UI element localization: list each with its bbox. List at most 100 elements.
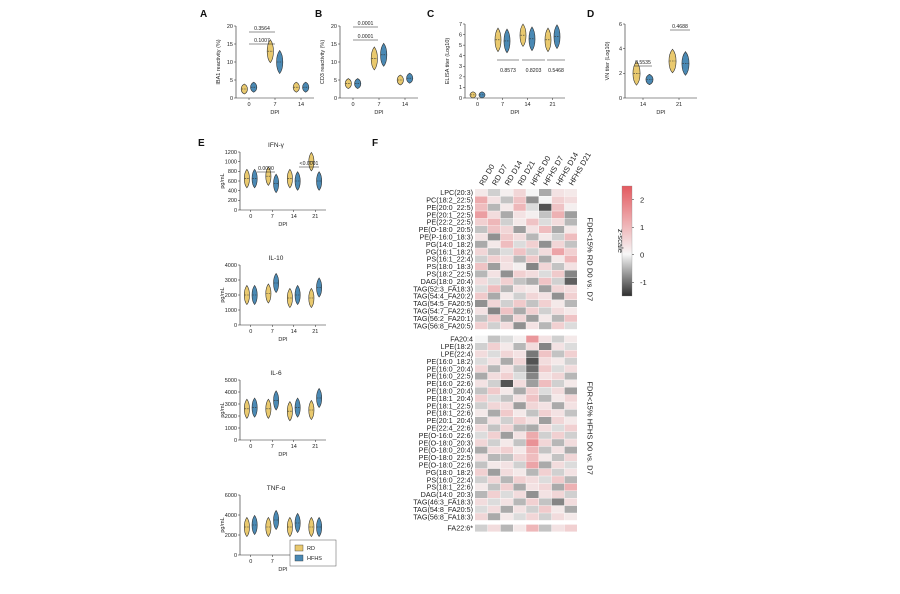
heatmap-cell (487, 483, 501, 491)
violin-rd (243, 516, 250, 538)
x-tick-label: 14 (298, 102, 304, 108)
heatmap-cell (551, 476, 565, 484)
heatmap-cell (487, 394, 501, 402)
y-axis-title: pg/mL (220, 517, 226, 532)
heatmap-cell (513, 468, 526, 476)
heatmap-cell (526, 446, 539, 454)
violin-rd (308, 287, 315, 309)
heatmap-cell (513, 335, 526, 343)
y-tick-label: 2000 (225, 293, 237, 299)
heatmap-cell (564, 446, 577, 454)
y-tick-label: 2 (619, 71, 622, 77)
heatmap-cell (539, 343, 552, 350)
heatmap-cell (475, 498, 488, 506)
y-axis-title: VN titer (Log10) (605, 41, 611, 80)
heatmap-cell (500, 409, 513, 417)
heatmap-cell (539, 505, 552, 513)
heatmap-cell (551, 446, 565, 454)
violin-hfhs (316, 171, 323, 191)
heatmap-cell (551, 277, 565, 285)
heatmap-cell (551, 211, 565, 219)
heatmap-cell (564, 350, 577, 358)
heatmap-cell (526, 270, 539, 278)
heatmap-cell (526, 248, 539, 256)
x-tick-label: 7 (501, 102, 504, 108)
heatmap-cell (513, 255, 526, 263)
lipid-row-label: PE(18:1_22:6) (427, 409, 473, 418)
x-tick-label: 21 (312, 214, 318, 220)
heatmap-cell (475, 357, 488, 365)
lipid-row-label: TAG(54:8_FA20:5) (413, 505, 473, 514)
heatmap-cell (500, 424, 513, 432)
heatmap-cell (487, 322, 501, 330)
y-tick-label: 15 (227, 42, 233, 48)
p-value: 0.0001 (358, 21, 374, 27)
heatmap-cell (475, 446, 488, 454)
heatmap-cell (487, 277, 501, 285)
heatmap-cell (475, 402, 488, 410)
heatmap-cell (475, 380, 488, 387)
heatmap-cell (539, 263, 552, 270)
violin-hfhs (273, 173, 280, 194)
heatmap-cell (539, 439, 552, 447)
heatmap-cell (539, 211, 552, 219)
heatmap-cell (475, 417, 488, 424)
heatmap-cell (513, 431, 526, 439)
lipid-row-label: PE(22:2_22:5) (427, 218, 473, 227)
heatmap-cell (526, 365, 539, 373)
heatmap-cell (487, 218, 501, 226)
cytokine-title: TNF-α (267, 485, 286, 492)
lipid-row-label: PS(18:0_18:3) (427, 262, 473, 271)
panel-label-a: A (200, 9, 207, 20)
y-tick-label: 7 (459, 22, 462, 28)
heatmap-cell (539, 277, 552, 285)
x-axis-title: DPI (278, 567, 288, 573)
heatmap-cell (564, 357, 577, 365)
legend-label-hfhs: HFHS (307, 556, 322, 562)
heatmap-cell (500, 203, 513, 211)
heatmap-cell (500, 277, 513, 285)
lipid-row-label: TAG(54:7_FA22:6) (413, 307, 473, 316)
heatmap-cell (500, 402, 513, 410)
y-tick-label: 6000 (225, 493, 237, 499)
panel-label-e: E (198, 138, 205, 149)
heatmap-cell (526, 307, 539, 315)
x-tick-label: 0 (247, 102, 250, 108)
heatmap-cell (513, 417, 526, 424)
heatmap-cell (526, 387, 539, 395)
heatmap-cell (513, 365, 526, 373)
heatmap-cell (526, 218, 539, 226)
heatmap-cell (539, 300, 552, 307)
x-tick-label: 14 (291, 329, 297, 335)
x-tick-label: 14 (291, 214, 297, 220)
heatmap-cell (487, 233, 501, 241)
heatmap-cell (551, 372, 565, 380)
heatmap-cell (475, 365, 488, 373)
heatmap-cell (487, 307, 501, 315)
heatmap-cell (513, 248, 526, 256)
heatmap-cell (551, 454, 565, 461)
heatmap-cell (513, 350, 526, 358)
heatmap-cell (526, 263, 539, 270)
y-tick-label: 5000 (225, 378, 237, 384)
heatmap-cell (475, 439, 488, 447)
p-value: 0.0090 (258, 166, 274, 172)
violin-rd (265, 516, 272, 538)
x-tick-label: 14 (291, 444, 297, 450)
heatmap-cell (500, 446, 513, 454)
heatmap-cell (487, 203, 501, 211)
heatmap-cell (539, 248, 552, 256)
y-tick-label: 1000 (225, 308, 237, 314)
heatmap-cell (487, 424, 501, 432)
heatmap-cell (539, 270, 552, 278)
heatmap-cell (526, 417, 539, 424)
y-tick-label: 0 (234, 323, 237, 329)
heatmap-cell (564, 513, 577, 521)
heatmap-cell (526, 402, 539, 410)
y-tick-label: 800 (228, 169, 237, 175)
heatmap-cell (539, 491, 552, 498)
heatmap-cell (513, 505, 526, 513)
y-tick-label: 5 (230, 78, 233, 84)
p-value: 0.8203 (526, 68, 542, 74)
heatmap-cell (539, 365, 552, 373)
